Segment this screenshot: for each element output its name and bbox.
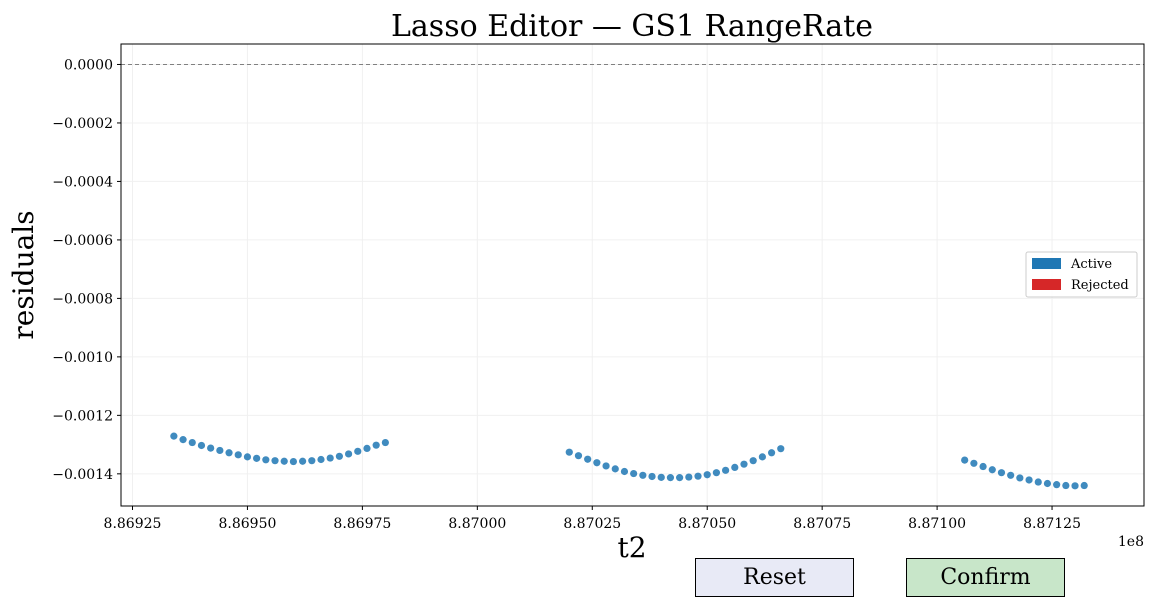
data-point-active[interactable] (639, 471, 647, 479)
data-point-active[interactable] (179, 436, 187, 444)
chart-title: Lasso Editor — GS1 RangeRate (391, 9, 873, 44)
data-point-active[interactable] (381, 438, 389, 447)
data-point-active[interactable] (363, 444, 371, 452)
x-axis-ticks: 8.86925 8.86950 8.86975 8.87000 8.87025 8.870… (104, 506, 1081, 532)
x-tick-label: 8.86925 (104, 516, 162, 532)
data-point-active[interactable] (593, 459, 601, 467)
x-axis-label: t2 (617, 531, 646, 564)
data-point-active[interactable] (280, 457, 288, 465)
y-tick-label: 0.0000 (64, 57, 113, 73)
data-point-active[interactable] (197, 441, 206, 450)
data-point-active[interactable] (961, 456, 969, 464)
data-point-active[interactable] (703, 471, 711, 479)
data-point-active[interactable] (970, 459, 978, 467)
data-point-active[interactable] (1062, 481, 1070, 490)
x-tick-label: 8.87000 (448, 516, 506, 532)
data-point-active[interactable] (253, 454, 261, 462)
data-point-active[interactable] (326, 454, 334, 462)
data-point-active[interactable] (777, 445, 785, 453)
data-point-active[interactable] (997, 469, 1006, 477)
data-point-active[interactable] (731, 463, 739, 472)
data-point-active[interactable] (666, 474, 675, 482)
data-point-active[interactable] (216, 446, 224, 455)
data-point-active[interactable] (354, 447, 362, 455)
data-point-active[interactable] (289, 457, 298, 466)
data-point-active[interactable] (1071, 482, 1079, 490)
data-point-active[interactable] (694, 472, 702, 480)
x-tick-label: 8.87050 (678, 516, 736, 532)
x-tick-label: 8.86950 (218, 516, 276, 532)
legend: Active Rejected (1025, 251, 1138, 298)
data-point-active[interactable] (574, 452, 583, 460)
data-point-active[interactable] (988, 466, 996, 474)
data-point-active[interactable] (335, 452, 343, 460)
reset-button[interactable]: Reset (695, 558, 854, 597)
data-point-active[interactable] (712, 469, 721, 477)
data-point-active[interactable] (234, 451, 242, 459)
data-point-active[interactable] (271, 457, 279, 465)
y-tick-label: −0.0008 (52, 291, 113, 307)
data-point-active[interactable] (620, 467, 629, 476)
data-point-active[interactable] (372, 441, 380, 449)
legend-label-rejected: Rejected (1071, 278, 1129, 293)
y-tick-label: −0.0004 (52, 174, 113, 190)
x-tick-label: 8.87075 (793, 516, 851, 532)
legend-label-active: Active (1070, 257, 1112, 272)
data-point-active[interactable] (722, 466, 730, 474)
y-axis-label: residuals (7, 210, 40, 339)
plot-frame (120, 43, 1145, 507)
data-point-active[interactable] (317, 455, 325, 464)
data-point-active[interactable] (1034, 478, 1042, 486)
x-tick-label: 8.87100 (908, 516, 966, 532)
data-points[interactable] (170, 432, 1088, 490)
data-point-active[interactable] (584, 455, 592, 463)
data-point-active[interactable] (648, 472, 656, 481)
data-point-active[interactable] (1080, 481, 1088, 490)
data-point-active[interactable] (1016, 474, 1024, 482)
x-tick-label: 8.86975 (333, 516, 391, 532)
legend-swatch-rejected (1032, 279, 1061, 290)
data-point-active[interactable] (188, 438, 196, 447)
data-point-active[interactable] (657, 473, 665, 481)
data-point-active[interactable] (243, 453, 252, 461)
data-point-active[interactable] (170, 432, 178, 440)
legend-swatch-active (1032, 258, 1061, 269)
data-point-active[interactable] (1043, 479, 1052, 488)
data-point-active[interactable] (299, 457, 307, 465)
data-point-active[interactable] (1007, 471, 1015, 479)
y-tick-label: −0.0010 (52, 350, 113, 366)
data-point-active[interactable] (611, 465, 619, 473)
data-point-active[interactable] (262, 456, 270, 464)
data-point-active[interactable] (308, 457, 316, 465)
data-point-active[interactable] (1025, 476, 1033, 484)
data-point-active[interactable] (565, 448, 573, 456)
x-tick-label: 8.87025 (563, 516, 621, 532)
data-point-active[interactable] (685, 473, 693, 481)
x-axis-offset-label: 1e8 (1118, 534, 1144, 550)
data-point-active[interactable] (630, 469, 638, 478)
y-tick-label: −0.0012 (52, 408, 113, 424)
y-tick-label: −0.0002 (52, 116, 113, 132)
data-point-active[interactable] (740, 460, 748, 468)
y-tick-label: −0.0014 (52, 467, 113, 483)
data-point-active[interactable] (749, 457, 757, 465)
data-point-active[interactable] (676, 474, 684, 482)
y-axis-ticks: 0.0000 −0.0002 −0.0004 −0.0006 −0.0008 −0.001… (52, 57, 121, 483)
grid (121, 44, 1144, 506)
x-tick-label: 8.87125 (1023, 516, 1081, 532)
data-point-active[interactable] (207, 444, 215, 452)
data-point-active[interactable] (602, 462, 610, 470)
confirm-button[interactable]: Confirm (906, 558, 1065, 597)
data-point-active[interactable] (1053, 481, 1061, 489)
data-point-active[interactable] (225, 449, 233, 457)
data-point-active[interactable] (979, 462, 987, 471)
data-point-active[interactable] (758, 453, 766, 461)
data-point-active[interactable] (767, 449, 776, 457)
y-tick-label: −0.0006 (52, 233, 113, 249)
data-point-active[interactable] (344, 450, 353, 458)
